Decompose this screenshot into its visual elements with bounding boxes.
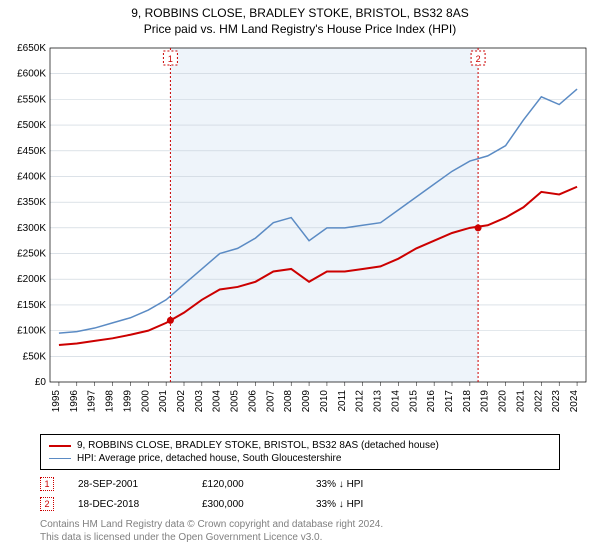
footer-line: This data is licensed under the Open Gov… <box>40 531 383 544</box>
legend-swatch-property <box>49 445 71 447</box>
sale-marker-1: 1 <box>40 477 54 491</box>
sale-row: 1 28-SEP-2001 £120,000 33% ↓ HPI <box>40 474 560 494</box>
sale-marker-2: 2 <box>40 497 54 511</box>
svg-text:2012: 2012 <box>355 390 366 413</box>
svg-text:£450K: £450K <box>17 146 46 157</box>
price-chart: £0 £50K £100K £150K £200K £250K £300K £350K £400… <box>8 44 592 424</box>
svg-text:1995: 1995 <box>51 390 62 413</box>
chart-title-sub: Price paid vs. HM Land Registry's House … <box>0 22 600 36</box>
legend-label: HPI: Average price, detached house, Sout… <box>77 453 341 464</box>
sale-delta: 33% ↓ HPI <box>316 479 363 490</box>
svg-text:2002: 2002 <box>176 390 187 413</box>
footer-line: Contains HM Land Registry data © Crown c… <box>40 518 383 531</box>
svg-text:2019: 2019 <box>480 390 491 413</box>
svg-text:1999: 1999 <box>122 390 133 413</box>
svg-text:2003: 2003 <box>194 390 205 413</box>
svg-text:2010: 2010 <box>319 390 330 413</box>
legend-row: 9, ROBBINS CLOSE, BRADLEY STOKE, BRISTOL… <box>49 439 551 452</box>
svg-text:£550K: £550K <box>17 94 46 105</box>
svg-text:£600K: £600K <box>17 69 46 80</box>
footer-attribution: Contains HM Land Registry data © Crown c… <box>40 518 383 544</box>
svg-text:£200K: £200K <box>17 274 46 285</box>
svg-text:£50K: £50K <box>23 351 47 362</box>
sale-date: 28-SEP-2001 <box>78 479 178 490</box>
svg-text:2016: 2016 <box>426 390 437 413</box>
svg-text:1996: 1996 <box>69 390 80 413</box>
svg-text:2023: 2023 <box>551 390 562 413</box>
sale-row: 2 18-DEC-2018 £300,000 33% ↓ HPI <box>40 494 560 514</box>
svg-text:2017: 2017 <box>444 390 455 413</box>
svg-text:£0: £0 <box>35 377 47 388</box>
legend-swatch-hpi <box>49 458 71 459</box>
svg-text:2022: 2022 <box>533 390 544 413</box>
svg-text:£400K: £400K <box>17 171 46 182</box>
svg-text:2: 2 <box>476 54 481 64</box>
svg-text:2007: 2007 <box>265 390 276 413</box>
svg-text:2001: 2001 <box>158 390 169 413</box>
svg-text:2013: 2013 <box>373 390 384 413</box>
svg-text:1998: 1998 <box>105 390 116 413</box>
svg-text:£650K: £650K <box>17 44 46 54</box>
svg-text:2004: 2004 <box>212 390 223 413</box>
sale-date: 18-DEC-2018 <box>78 499 178 510</box>
svg-text:£500K: £500K <box>17 120 46 131</box>
chart-title-address: 9, ROBBINS CLOSE, BRADLEY STOKE, BRISTOL… <box>0 6 600 20</box>
legend-row: HPI: Average price, detached house, Sout… <box>49 452 551 465</box>
sale-price: £300,000 <box>202 499 292 510</box>
svg-text:1997: 1997 <box>87 390 98 413</box>
svg-text:£300K: £300K <box>17 223 46 234</box>
svg-text:2024: 2024 <box>569 390 580 413</box>
svg-text:2006: 2006 <box>247 390 258 413</box>
svg-text:£100K: £100K <box>17 326 46 337</box>
sales-table: 1 28-SEP-2001 £120,000 33% ↓ HPI 2 18-DE… <box>40 474 560 514</box>
svg-text:2018: 2018 <box>462 390 473 413</box>
svg-text:2009: 2009 <box>301 390 312 413</box>
svg-text:2015: 2015 <box>408 390 419 413</box>
svg-text:£250K: £250K <box>17 249 46 260</box>
svg-text:2014: 2014 <box>390 390 401 413</box>
svg-text:2011: 2011 <box>337 390 348 412</box>
svg-text:£350K: £350K <box>17 197 46 208</box>
legend-label: 9, ROBBINS CLOSE, BRADLEY STOKE, BRISTOL… <box>77 440 439 451</box>
legend: 9, ROBBINS CLOSE, BRADLEY STOKE, BRISTOL… <box>40 434 560 470</box>
svg-text:2000: 2000 <box>140 390 151 413</box>
sale-delta: 33% ↓ HPI <box>316 499 363 510</box>
sale-price: £120,000 <box>202 479 292 490</box>
svg-text:2020: 2020 <box>498 390 509 413</box>
svg-text:2005: 2005 <box>230 390 241 413</box>
svg-text:2008: 2008 <box>283 390 294 413</box>
svg-text:1: 1 <box>168 54 173 64</box>
title-block: 9, ROBBINS CLOSE, BRADLEY STOKE, BRISTOL… <box>0 0 600 36</box>
svg-text:2021: 2021 <box>515 390 526 413</box>
svg-text:£150K: £150K <box>17 300 46 311</box>
